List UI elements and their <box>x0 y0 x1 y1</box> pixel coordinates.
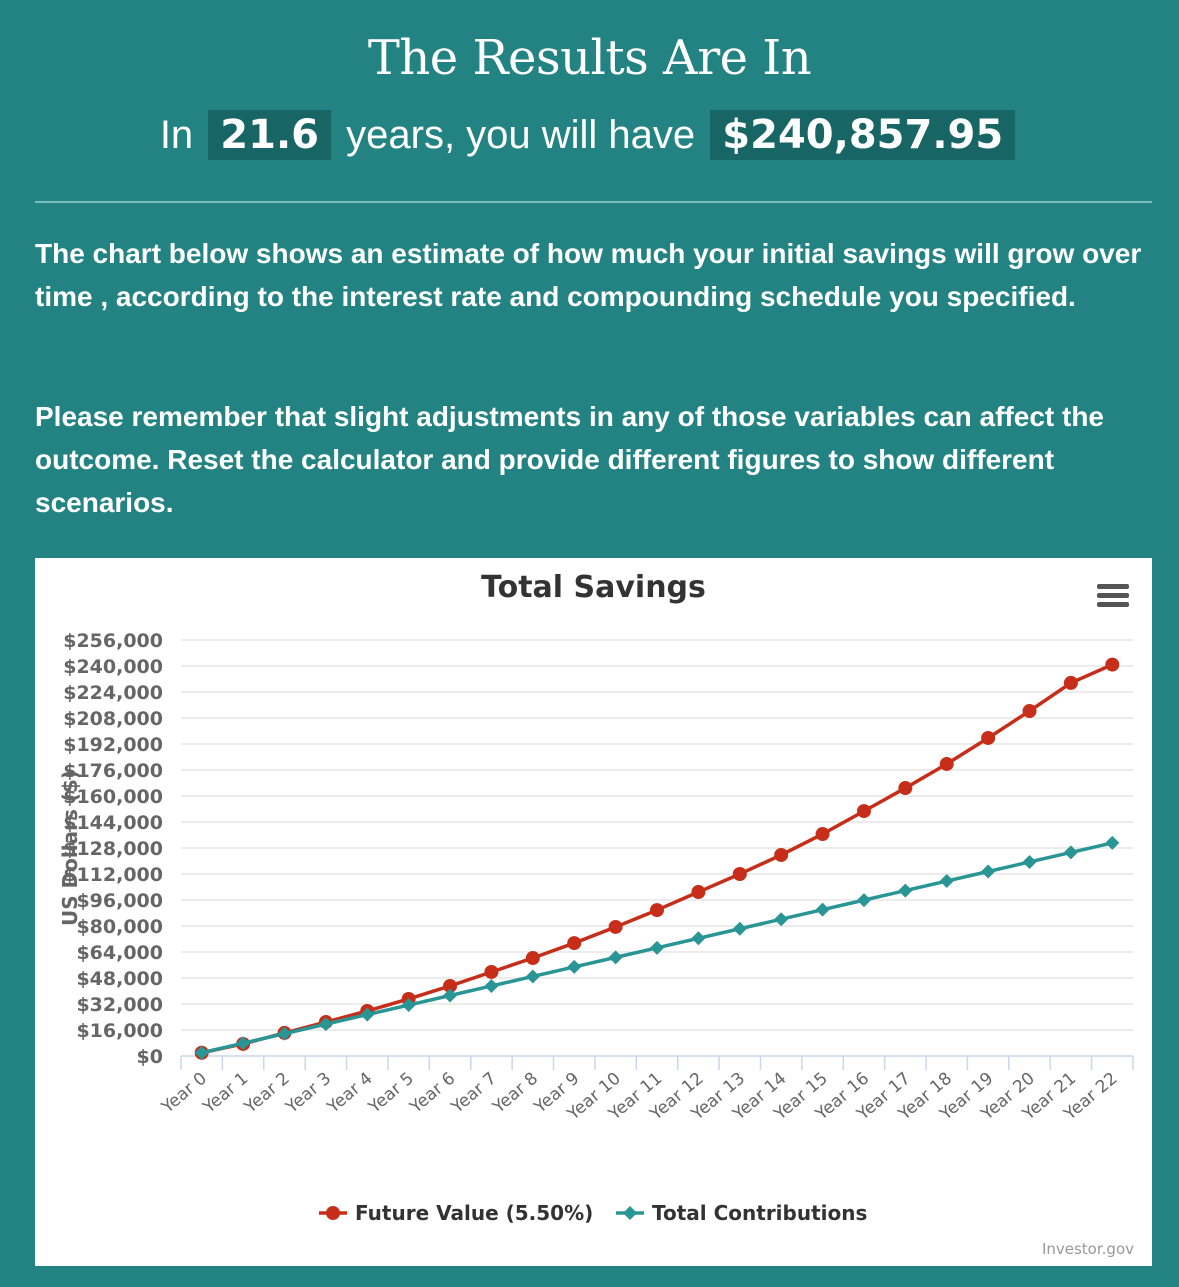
data-point-marker[interactable] <box>525 969 540 984</box>
data-point-marker[interactable] <box>236 1036 251 1051</box>
y-axis-tick-label: $16,000 <box>76 1020 163 1042</box>
amount-value: $240,857.95 <box>710 110 1016 160</box>
years-value: 21.6 <box>208 110 331 160</box>
data-point-marker[interactable] <box>774 847 789 862</box>
data-point-marker[interactable] <box>898 781 913 796</box>
y-axis-tick-label: $64,000 <box>76 942 163 964</box>
description-paragraph-1: The chart below shows an estimate of how… <box>35 238 1142 312</box>
y-axis-tick-label: $144,000 <box>63 812 163 834</box>
y-axis-tick-label: $0 <box>137 1046 163 1068</box>
data-point-marker[interactable] <box>1105 835 1120 850</box>
y-axis-tick-label: $224,000 <box>63 682 163 704</box>
credit-link[interactable]: Investor.gov <box>1041 1240 1134 1258</box>
x-axis-tick-label: Year 4 <box>323 1069 377 1119</box>
series-line <box>201 663 1114 1055</box>
line-chart: $0 $16,000 $32,000 $48,000 $64,000 $80,000 $96… <box>58 630 1134 1225</box>
x-axis-tick-label: Year 8 <box>488 1069 542 1119</box>
data-point-marker[interactable] <box>691 931 706 946</box>
data-point-marker[interactable] <box>1063 675 1078 690</box>
result-summary: In 21.6 years, you will have $240,857.95 <box>0 110 1179 160</box>
data-point-marker[interactable] <box>1063 845 1078 860</box>
data-point-marker[interactable] <box>815 827 830 842</box>
y-axis-title: US Dollars ($) <box>58 770 82 926</box>
data-point-marker[interactable] <box>608 919 623 934</box>
data-point-marker[interactable] <box>443 978 458 993</box>
y-axis-tick-label: $256,000 <box>63 630 163 652</box>
data-point-marker[interactable] <box>608 950 623 965</box>
divider <box>35 201 1152 203</box>
data-point-marker[interactable] <box>567 959 582 974</box>
data-point-marker[interactable] <box>939 756 954 771</box>
data-point-marker[interactable] <box>443 988 458 1003</box>
y-axis-tick-label: $240,000 <box>63 656 163 678</box>
y-axis-tick-label: $208,000 <box>63 708 163 730</box>
hamburger-menu-icon[interactable] <box>1097 584 1129 610</box>
data-point-marker[interactable] <box>898 883 913 898</box>
summary-middle: years, you will have <box>346 113 696 157</box>
data-point-marker[interactable] <box>1022 854 1037 869</box>
y-axis-tick-label: $176,000 <box>63 760 163 782</box>
x-axis-tick-label: Year 0 <box>157 1069 211 1119</box>
data-point-marker[interactable] <box>650 940 664 955</box>
x-axis-tick-label: Year 2 <box>240 1069 294 1119</box>
data-point-marker[interactable] <box>815 902 830 917</box>
data-point-marker[interactable] <box>650 903 664 918</box>
x-axis-tick-label: Year 7 <box>447 1069 501 1119</box>
data-point-marker[interactable] <box>981 864 996 879</box>
data-point-marker[interactable] <box>360 1007 375 1022</box>
chart-container: Total Savings $0 $16,000 $32,000 $48,000 $64… <box>35 558 1152 1266</box>
y-axis-tick-label: $96,000 <box>76 890 163 912</box>
data-point-marker[interactable] <box>567 936 582 951</box>
data-point-marker[interactable] <box>981 730 996 745</box>
data-point-marker[interactable] <box>856 804 871 819</box>
x-axis-tick-label: Year 3 <box>281 1069 335 1119</box>
y-axis-tick-label: $32,000 <box>76 994 163 1016</box>
y-axis-tick-label: $160,000 <box>63 786 163 808</box>
data-point-marker[interactable] <box>1105 657 1120 672</box>
data-point-marker[interactable] <box>484 964 499 979</box>
y-axis-tick-label: $112,000 <box>63 864 163 886</box>
y-axis-tick-label: $192,000 <box>63 734 163 756</box>
data-point-marker[interactable] <box>939 874 954 889</box>
x-axis-tick-label: Year 1 <box>199 1069 253 1119</box>
x-axis-tick-label: Year 6 <box>406 1069 460 1119</box>
description-paragraph-2: Please remember that slight adjustments … <box>35 401 1105 518</box>
page-title: The Results Are In <box>367 30 812 86</box>
data-point-marker[interactable] <box>525 951 540 966</box>
legend-item[interactable]: Total Contributions <box>616 1201 867 1225</box>
data-point-marker[interactable] <box>401 998 416 1013</box>
summary-prefix: In <box>159 113 194 157</box>
data-point-marker[interactable] <box>856 893 871 908</box>
y-axis-tick-label: $128,000 <box>63 838 163 860</box>
x-axis-tick-label: Year 5 <box>364 1069 418 1119</box>
svg-text:Total Contributions: Total Contributions <box>652 1201 867 1225</box>
y-axis-tick-label: $48,000 <box>76 968 163 990</box>
y-axis-tick-label: $80,000 <box>76 916 163 938</box>
chart-title: Total Savings <box>481 570 706 605</box>
data-point-marker[interactable] <box>732 921 747 936</box>
data-point-marker[interactable] <box>774 912 789 927</box>
data-point-marker[interactable] <box>691 885 706 900</box>
data-point-marker[interactable] <box>277 1026 292 1041</box>
data-point-marker[interactable] <box>194 1045 209 1060</box>
data-point-marker[interactable] <box>732 867 747 881</box>
data-point-marker[interactable] <box>318 1017 333 1032</box>
legend-item[interactable]: Future Value (5.50%) <box>319 1201 593 1225</box>
svg-text:Future Value (5.50%): Future Value (5.50%) <box>355 1201 593 1225</box>
data-point-marker[interactable] <box>484 978 499 993</box>
data-point-marker[interactable] <box>1022 704 1037 719</box>
